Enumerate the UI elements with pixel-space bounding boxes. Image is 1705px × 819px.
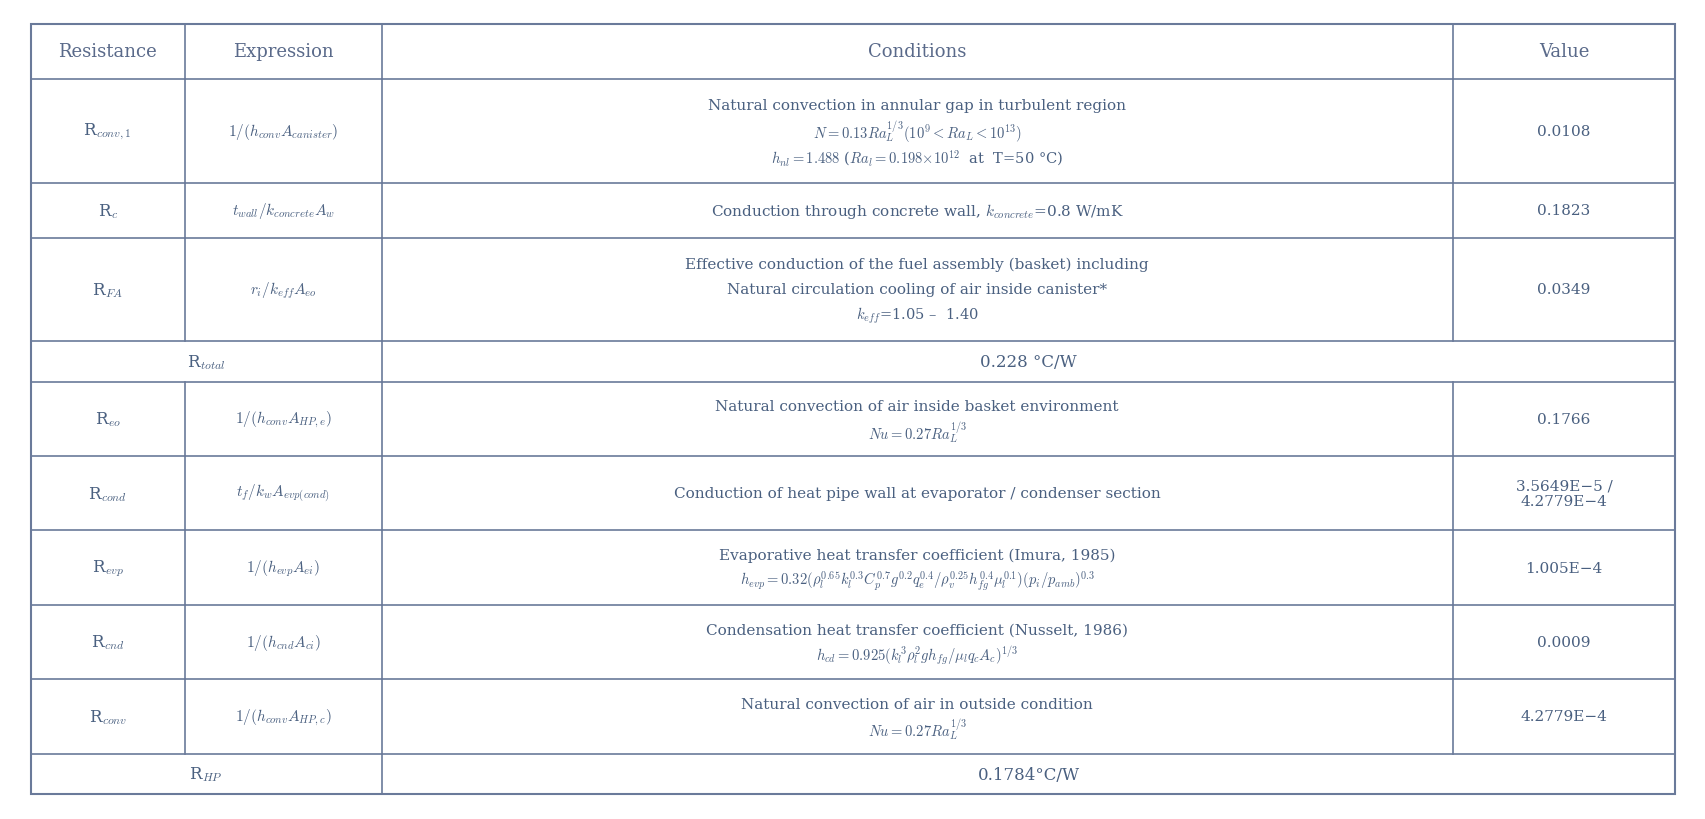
Text: 4.2779E−4: 4.2779E−4 [1519,709,1606,723]
Text: 1.005E−4: 1.005E−4 [1524,561,1601,575]
Text: $t_{wall}/k_{concrete}A_w$: $t_{wall}/k_{concrete}A_w$ [232,201,334,221]
Text: Condensation heat transfer coefficient (Nusselt, 1986): Condensation heat transfer coefficient (… [706,623,1127,637]
Text: $h_{evp}=0.32(\rho_l^{0.65}k_l^{0.3}C_p^{0.7}g^{0.2}q_e^{0.4}/\rho_v^{0.25}h_{fg: $h_{evp}=0.32(\rho_l^{0.65}k_l^{0.3}C_p^… [740,568,1095,592]
Text: R$_{conv,1}$: R$_{conv,1}$ [84,121,131,142]
Text: 0.0108: 0.0108 [1536,124,1589,138]
Text: 0.1766: 0.1766 [1536,413,1589,427]
Text: Value: Value [1538,43,1587,61]
Text: Natural circulation cooling of air inside canister*: Natural circulation cooling of air insid… [726,283,1107,297]
Text: R$_{eo}$: R$_{eo}$ [95,410,121,429]
Text: 3.5649E−5 /
4.2779E−4: 3.5649E−5 / 4.2779E−4 [1514,478,1611,509]
Text: $1/(h_{conv}A_{canister})$: $1/(h_{conv}A_{canister})$ [228,122,338,142]
Text: $r_i/k_{eff}A_{eo}$: $r_i/k_{eff}A_{eo}$ [249,280,317,301]
Text: $N=0.13Ra_L^{1/3}(10^9 < Ra_L < 10^{13})$: $N=0.13Ra_L^{1/3}(10^9 < Ra_L < 10^{13})… [812,120,1021,144]
Text: R$_{FA}$: R$_{FA}$ [92,281,123,300]
Text: $1/(h_{conv}A_{HP,c})$: $1/(h_{conv}A_{HP,c})$ [235,707,331,726]
Text: 0.1823: 0.1823 [1536,204,1589,218]
Text: $k_{eff}$=1.05 –  1.40: $k_{eff}$=1.05 – 1.40 [856,305,979,326]
Text: R$_{conv}$: R$_{conv}$ [89,707,126,726]
Text: 0.228 °C/W: 0.228 °C/W [980,353,1076,370]
Text: $1/(h_{evp}A_{ei})$: $1/(h_{evp}A_{ei})$ [246,558,321,578]
Text: 0.0349: 0.0349 [1536,283,1589,297]
Text: Conditions: Conditions [868,43,965,61]
Text: Resistance: Resistance [58,43,157,61]
Text: R$_{HP}$: R$_{HP}$ [189,765,223,784]
Text: Natural convection of air in outside condition: Natural convection of air in outside con… [742,697,1093,711]
Text: Conduction of heat pipe wall at evaporator / condenser section: Conduction of heat pipe wall at evaporat… [673,486,1159,500]
Text: 0.1784°C/W: 0.1784°C/W [977,766,1079,782]
Text: 0.0009: 0.0009 [1536,636,1589,649]
Text: Expression: Expression [234,43,334,61]
Text: $Nu = 0.27Ra_L^{1/3}$: $Nu = 0.27Ra_L^{1/3}$ [868,419,967,444]
Text: R$_{evp}$: R$_{evp}$ [92,558,124,578]
Text: $t_f/k_wA_{evp(cond)}$: $t_f/k_wA_{evp(cond)}$ [237,482,331,505]
Text: $1/(h_{cnd}A_{ci})$: $1/(h_{cnd}A_{ci})$ [246,632,321,652]
Text: $h_{nl}=1.488$ ($Ra_l=0.198{\times}10^{12}$  at  T=50 °C): $h_{nl}=1.488$ ($Ra_l=0.198{\times}10^{1… [771,147,1062,167]
Text: $1/(h_{conv}A_{HP,e})$: $1/(h_{conv}A_{HP,e})$ [235,410,332,429]
Text: Evaporative heat transfer coefficient (Imura, 1985): Evaporative heat transfer coefficient (I… [718,549,1115,563]
Text: $h_{cd}=0.925(k_l^3\rho_l^2gh_{fg}/\mu_lq_cA_c)^{1/3}$: $h_{cd}=0.925(k_l^3\rho_l^2gh_{fg}/\mu_l… [815,644,1018,666]
Text: Natural convection in annular gap in turbulent region: Natural convection in annular gap in tur… [708,99,1125,113]
Text: R$_{cond}$: R$_{cond}$ [89,484,128,503]
Text: R$_{total}$: R$_{total}$ [188,352,225,371]
Text: R$_{cnd}$: R$_{cnd}$ [90,633,124,652]
Text: R$_c$: R$_c$ [97,201,118,220]
Text: Natural convection of air inside basket environment: Natural convection of air inside basket … [714,400,1118,414]
Text: Effective conduction of the fuel assembly (basket) including: Effective conduction of the fuel assembl… [685,257,1149,271]
Text: $Nu = 0.27Ra_L^{1/3}$: $Nu = 0.27Ra_L^{1/3}$ [868,717,967,741]
Text: Conduction through concrete wall, $k_{concrete}$=0.8 W/mK: Conduction through concrete wall, $k_{co… [711,201,1124,220]
